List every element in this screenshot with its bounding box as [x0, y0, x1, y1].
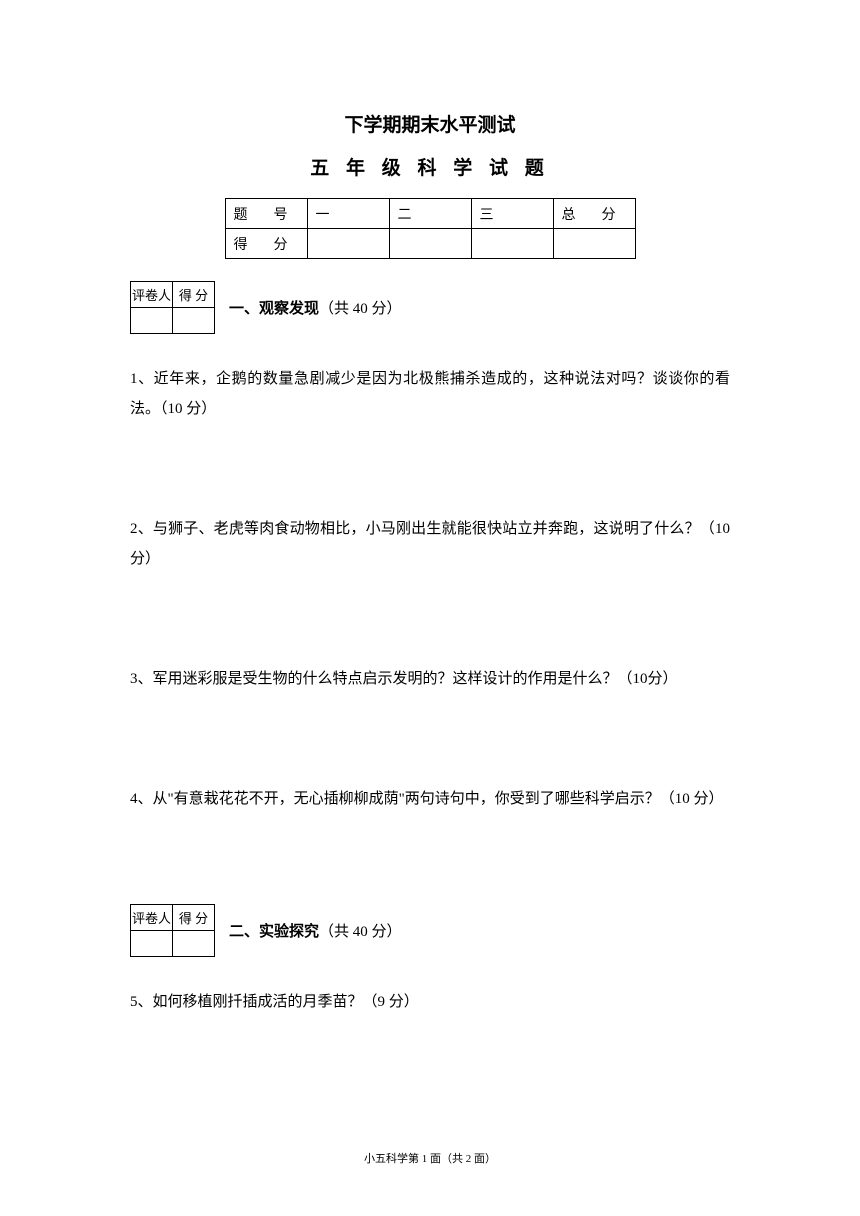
row-label: 题 号 — [225, 199, 307, 229]
grader-cell — [131, 308, 173, 334]
section-2-header: 评卷人 得 分 二、实验探究（共 40 分） — [130, 904, 730, 957]
col-header: 总 分 — [553, 199, 635, 229]
grader-cell — [131, 931, 173, 957]
question-1: 1、近年来，企鹅的数量急剧减少是因为北极熊捕杀造成的，这种说法对吗？谈谈你的看法… — [130, 364, 730, 424]
col-header: 二 — [389, 199, 471, 229]
grader-header: 评卷人 — [131, 905, 173, 931]
section-2-title: 二、实验探究（共 40 分） — [229, 920, 402, 941]
section-name: 观察发现 — [259, 301, 319, 317]
section-name: 实验探究 — [259, 924, 319, 940]
section-number: 二、 — [229, 924, 259, 940]
section-1-header: 评卷人 得 分 一、观察发现（共 40 分） — [130, 281, 730, 334]
grader-cell — [173, 931, 215, 957]
table-row — [131, 308, 215, 334]
exam-title: 下学期期末水平测试 — [130, 110, 730, 137]
grader-cell — [173, 308, 215, 334]
table-row — [131, 931, 215, 957]
grader-header: 得 分 — [173, 905, 215, 931]
col-header: 三 — [471, 199, 553, 229]
section-points: （共 40 分） — [319, 924, 402, 940]
table-row: 题 号 一 二 三 总 分 — [225, 199, 635, 229]
score-cell — [553, 229, 635, 259]
question-5: 5、如何移植刚扦插成活的月季苗？（9 分） — [130, 987, 730, 1017]
score-cell — [471, 229, 553, 259]
question-2: 2、与狮子、老虎等肉食动物相比，小马刚出生就能很快站立并奔跑，这说明了什么？（1… — [130, 514, 730, 574]
question-4: 4、从"有意栽花花不开，无心插柳柳成荫"两句诗句中，你受到了哪些科学启示？（10… — [130, 784, 730, 814]
grader-header: 得 分 — [173, 282, 215, 308]
col-header: 一 — [307, 199, 389, 229]
table-row: 评卷人 得 分 — [131, 282, 215, 308]
table-row: 评卷人 得 分 — [131, 905, 215, 931]
grader-table: 评卷人 得 分 — [130, 281, 215, 334]
section-points: （共 40 分） — [319, 301, 402, 317]
grader-header: 评卷人 — [131, 282, 173, 308]
section-1-title: 一、观察发现（共 40 分） — [229, 297, 402, 318]
score-summary-table: 题 号 一 二 三 总 分 得 分 — [225, 198, 636, 259]
table-row: 得 分 — [225, 229, 635, 259]
row-label: 得 分 — [225, 229, 307, 259]
grader-table: 评卷人 得 分 — [130, 904, 215, 957]
exam-subtitle: 五 年 级 科 学 试 题 — [130, 153, 730, 180]
score-cell — [389, 229, 471, 259]
question-3: 3、军用迷彩服是受生物的什么特点启示发明的？这样设计的作用是什么？（10分） — [130, 664, 730, 694]
score-cell — [307, 229, 389, 259]
section-number: 一、 — [229, 301, 259, 317]
page-footer: 小五科学第 1 面（共 2 面） — [0, 1150, 860, 1166]
